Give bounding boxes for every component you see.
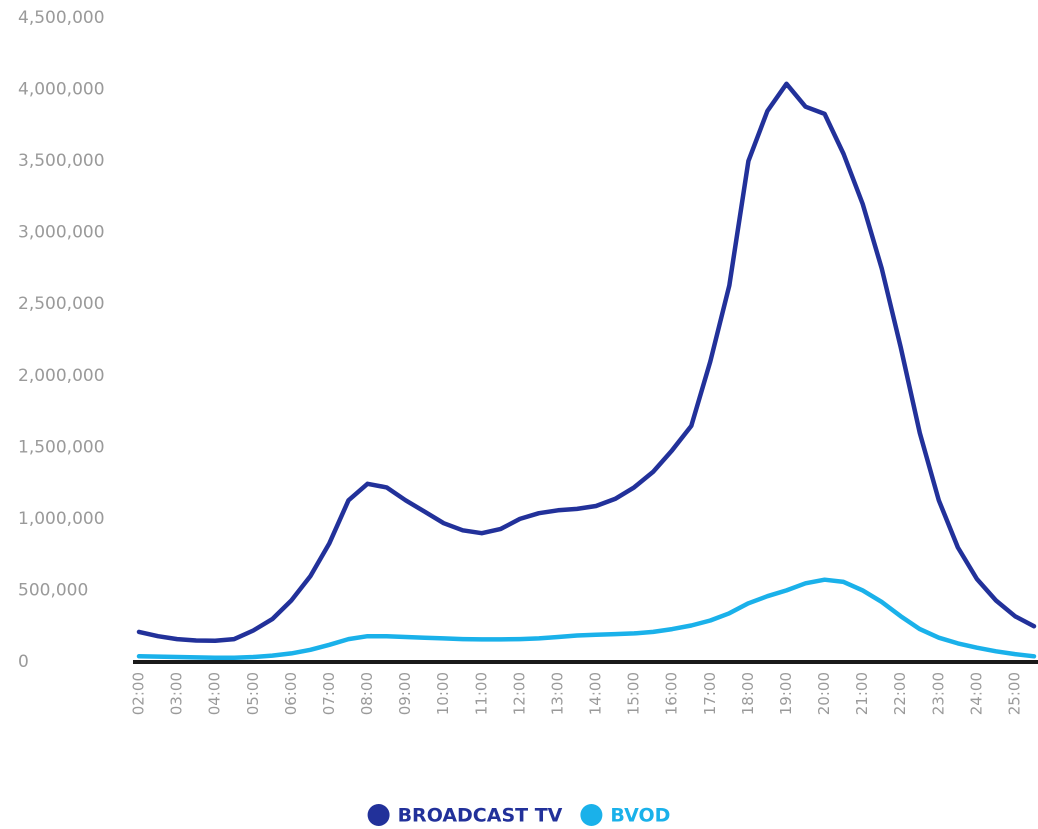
y-tick-label: 2,000,000 [18, 366, 105, 386]
x-tick-label: 12:00 [510, 672, 528, 715]
x-tick-label: 23:00 [929, 672, 947, 715]
x-tick-label: 20:00 [815, 672, 833, 715]
x-tick-label: 06:00 [282, 672, 300, 715]
legend-marker [580, 804, 603, 826]
legend-label: BVOD [610, 805, 670, 827]
x-tick-label: 22:00 [891, 672, 909, 715]
x-tick-label: 17:00 [701, 672, 719, 715]
y-tick-label: 4,500,000 [18, 8, 105, 28]
x-tick-label: 04:00 [206, 672, 224, 715]
x-tick-label: 16:00 [663, 672, 681, 715]
series-line [136, 81, 1037, 644]
y-tick-label: 2,500,000 [18, 294, 105, 314]
x-tick-label: 13:00 [548, 672, 566, 715]
y-tick-label: 500,000 [18, 580, 88, 600]
x-tick-label: 05:00 [244, 672, 262, 715]
x-tick-label: 11:00 [472, 672, 490, 715]
x-tick-label: 18:00 [739, 672, 757, 715]
y-tick-label: 0 [18, 652, 29, 672]
x-tick-label: 14:00 [587, 672, 605, 715]
y-tick-label: 1,500,000 [18, 437, 105, 457]
x-tick-label: 08:00 [358, 672, 376, 715]
x-tick-label: 07:00 [320, 672, 338, 715]
x-tick-label: 10:00 [434, 672, 452, 715]
y-tick-label: 4,000,000 [18, 80, 105, 100]
x-tick-label: 03:00 [168, 672, 186, 715]
x-tick-label: 09:00 [396, 672, 414, 715]
x-tick-label: 24:00 [967, 672, 985, 715]
legend-marker [367, 804, 390, 826]
legend-label: BROADCAST TV [398, 805, 563, 827]
x-tick-label: 15:00 [625, 672, 643, 715]
x-tick-label: 19:00 [777, 672, 795, 715]
y-tick-label: 3,500,000 [18, 151, 105, 171]
y-tick-label: 1,000,000 [18, 509, 105, 529]
x-tick-label: 02:00 [130, 672, 148, 715]
x-tick-label: 25:00 [1006, 672, 1024, 715]
x-tick-label: 21:00 [853, 672, 871, 715]
y-tick-label: 3,000,000 [18, 223, 105, 243]
series-line [136, 577, 1037, 660]
